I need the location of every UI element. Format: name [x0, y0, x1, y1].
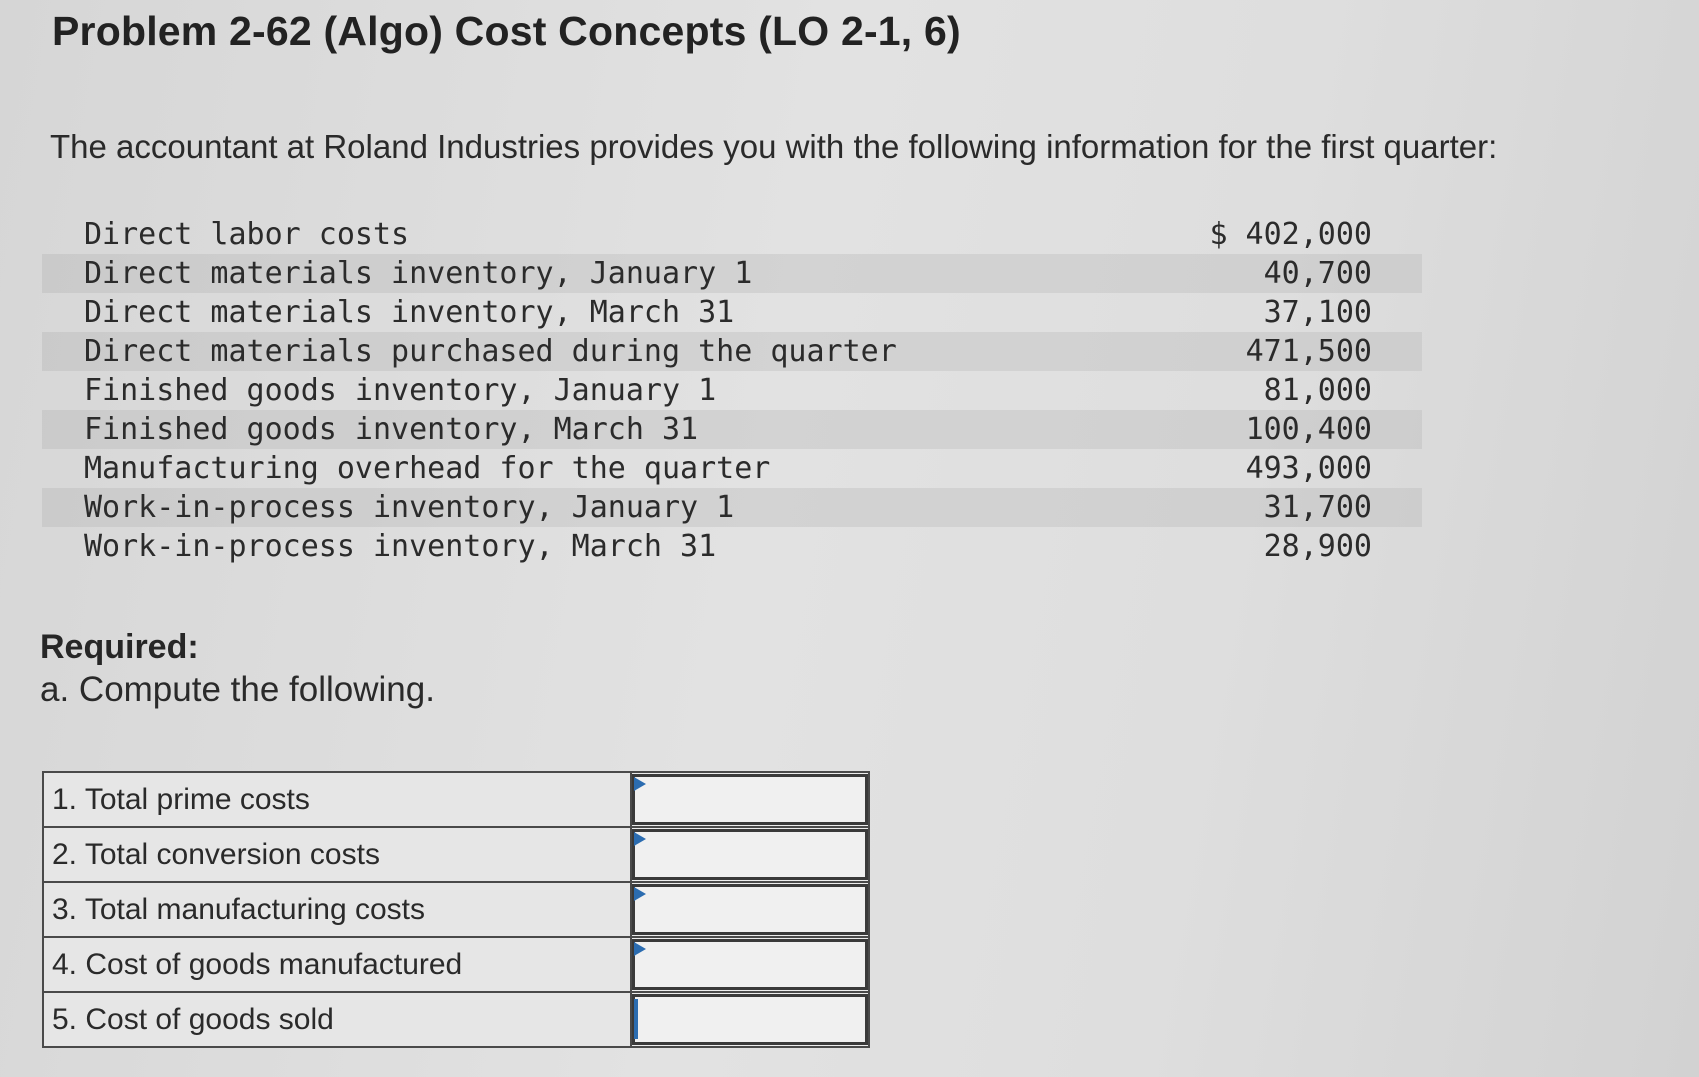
cost-of-goods-manufactured-input[interactable]: [632, 939, 868, 990]
cost-data-table: Direct labor costs $ 402,000 Direct mate…: [42, 215, 1422, 566]
row-label: Manufacturing overhead for the quarter: [84, 451, 771, 486]
answer-label: 3. Total manufacturing costs: [42, 881, 632, 938]
intro-text: The accountant at Roland Industries prov…: [50, 128, 1498, 165]
answer-cell: [630, 771, 870, 828]
table-row: Manufacturing overhead for the quarter 4…: [42, 449, 1422, 488]
answer-label: 2. Total conversion costs: [42, 826, 632, 883]
row-amount: 28,900: [1263, 529, 1372, 564]
required-heading: Required:: [40, 628, 199, 666]
total-manufacturing-costs-input[interactable]: [632, 884, 868, 935]
table-row: Finished goods inventory, March 31 100,4…: [42, 410, 1422, 449]
table-row: Work-in-process inventory, March 31 28,9…: [42, 527, 1422, 566]
row-label: Direct labor costs: [84, 217, 410, 252]
answer-row: 5. Cost of goods sold: [42, 991, 870, 1048]
row-label: Work-in-process inventory, January 1: [42, 488, 1072, 527]
answer-row: 3. Total manufacturing costs: [42, 881, 870, 938]
dropdown-marker-icon: [634, 777, 646, 791]
row-label: Work-in-process inventory, March 31: [84, 529, 717, 564]
answer-row: 4. Cost of goods manufactured: [42, 936, 870, 993]
row-label: Direct materials inventory, March 31: [84, 295, 735, 330]
row-label: Direct materials inventory, January 1: [42, 254, 1072, 293]
row-amount: 37,100: [1263, 295, 1372, 330]
table-row: Direct materials purchased during the qu…: [42, 332, 1422, 371]
row-label: Finished goods inventory, January 1: [84, 373, 717, 408]
problem-title: Problem 2-62 (Algo) Cost Concepts (LO 2-…: [52, 8, 961, 54]
answer-cell: [630, 936, 870, 993]
answer-cell: [630, 826, 870, 883]
answer-label: 1. Total prime costs: [42, 771, 632, 828]
dropdown-marker-icon: [634, 887, 646, 901]
table-row: Work-in-process inventory, January 1 31,…: [42, 488, 1422, 527]
table-row: Direct labor costs $ 402,000: [42, 215, 1422, 254]
answer-row: 2. Total conversion costs: [42, 826, 870, 883]
row-label: Finished goods inventory, March 31: [42, 410, 1072, 449]
table-row: Direct materials inventory, March 31 37,…: [42, 293, 1422, 332]
answer-cell: [630, 881, 870, 938]
row-amount: $ 402,000: [1209, 217, 1372, 252]
dropdown-marker-icon: [634, 832, 646, 846]
answer-label: 5. Cost of goods sold: [42, 991, 632, 1048]
answer-table: 1. Total prime costs 2. Total conversion…: [42, 771, 870, 1048]
answer-cell: [630, 991, 870, 1048]
table-row: Direct materials inventory, January 1 40…: [42, 254, 1422, 293]
row-amount: 100,400: [1072, 410, 1422, 449]
instruction-text: a. Compute the following.: [40, 670, 435, 709]
total-prime-costs-input[interactable]: [632, 774, 868, 825]
table-row: Finished goods inventory, January 1 81,0…: [42, 371, 1422, 410]
row-amount: 31,700: [1072, 488, 1422, 527]
row-amount: 81,000: [1263, 373, 1372, 408]
row-amount: 493,000: [1245, 451, 1372, 486]
answer-label: 4. Cost of goods manufactured: [42, 936, 632, 993]
row-amount: 40,700: [1072, 254, 1422, 293]
row-amount: 471,500: [1072, 332, 1422, 371]
answer-row: 1. Total prime costs: [42, 771, 870, 828]
dropdown-marker-icon: [634, 942, 646, 956]
text-cursor-icon: [634, 999, 638, 1039]
total-conversion-costs-input[interactable]: [632, 829, 868, 880]
row-label: Direct materials purchased during the qu…: [42, 332, 1072, 371]
cost-of-goods-sold-input[interactable]: [632, 994, 868, 1045]
